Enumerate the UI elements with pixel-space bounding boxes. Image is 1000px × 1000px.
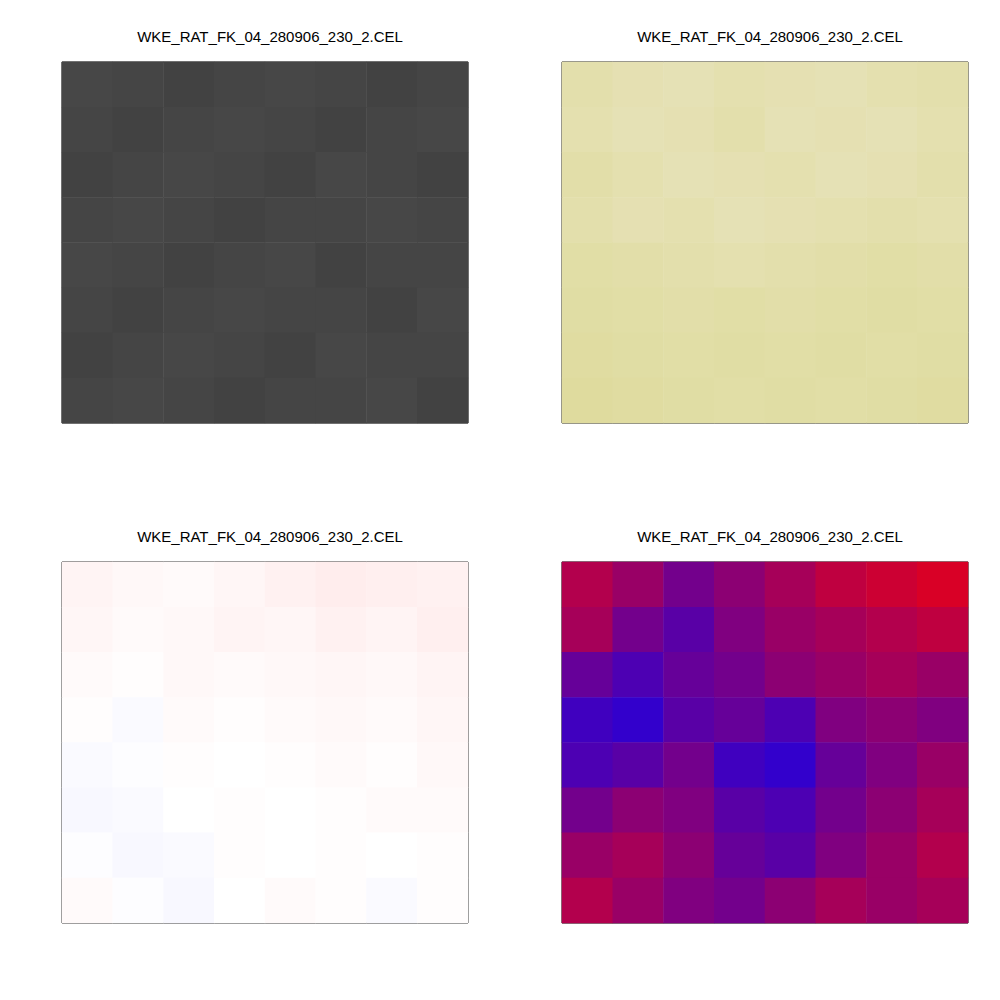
svg-text:WKE_RAT_FK_04_280906_230_2.CEL: WKE_RAT_FK_04_280906_230_2.CEL [637, 528, 903, 545]
svg-text:WKE_RAT_FK_04_280906_230_2.CEL: WKE_RAT_FK_04_280906_230_2.CEL [637, 28, 903, 45]
svg-text:WKE_RAT_FK_04_280906_230_2.CEL: WKE_RAT_FK_04_280906_230_2.CEL [137, 28, 403, 45]
svg-text:WKE_RAT_FK_04_280906_230_2.CEL: WKE_RAT_FK_04_280906_230_2.CEL [137, 528, 403, 545]
